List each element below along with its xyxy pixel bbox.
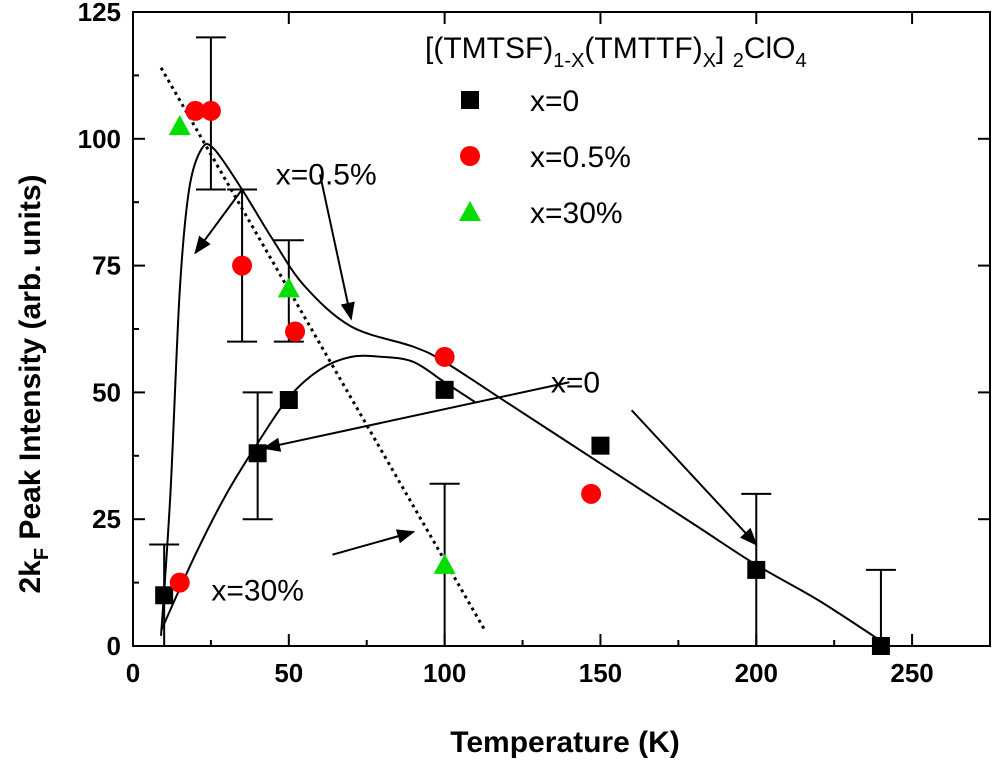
legend-label: x=30% (530, 197, 623, 230)
data-markers (155, 100, 890, 655)
data-point-circle (169, 572, 190, 593)
y-tick-label: 25 (92, 504, 121, 534)
data-point-square (279, 391, 298, 410)
y-tick-label: 0 (107, 631, 121, 661)
legend-title-part: X (703, 50, 716, 72)
fit-curve-2 (159, 67, 487, 632)
data-point-circle (185, 100, 206, 121)
x-tick-label: 200 (735, 658, 778, 688)
x-tick-label: 100 (423, 658, 466, 688)
data-point-square (591, 436, 610, 455)
data-point-square (871, 637, 890, 655)
axis-ticks: 0 50 100 150 200 250 0 25 50 75 100 125 (78, 0, 990, 688)
data-point-circle (200, 100, 221, 121)
annotation-arrow (332, 529, 416, 556)
y-axis-title: 2kF Peak Intensity (arb. units) (14, 174, 53, 593)
data-point-square (435, 380, 454, 399)
legend-title-part: [(TMTSF) (425, 32, 553, 65)
fit-curve-1 (160, 354, 477, 632)
data-point-circle (434, 346, 455, 367)
legend-title-part: 4 (796, 50, 807, 72)
data-point-square (747, 560, 766, 579)
y-tick-label: 100 (78, 124, 121, 154)
x-tick-label: 250 (890, 658, 933, 688)
data-point-triangle (168, 115, 191, 136)
x-axis-title: Temperature (K) (450, 726, 679, 759)
fit-curves (159, 67, 882, 642)
y-tick-label: 75 (92, 251, 121, 281)
annotation-label: x=0 (551, 366, 600, 399)
legend-label: x=0.5% (530, 141, 631, 174)
legend-label: x=0 (530, 85, 579, 118)
y-tick-label: 125 (78, 0, 121, 27)
data-point-circle (581, 483, 602, 504)
legend-marker-square (461, 91, 479, 109)
annotation-arrow (319, 174, 355, 321)
data-point-square (248, 444, 267, 463)
legend-marker-circle (460, 146, 480, 166)
data-point-triangle (433, 553, 456, 574)
annotation-arrow (262, 381, 570, 452)
data-point-circle (232, 255, 253, 276)
data-point-square (155, 586, 174, 605)
legend-title-part: ] (716, 32, 733, 65)
annotation-label: x=0.5% (276, 158, 377, 191)
annotation-label: x=30% (211, 574, 304, 607)
y-tick-label: 50 (92, 377, 121, 407)
annotations: x=0.5% x=0 x=30% (194, 158, 758, 607)
legend-title: [(TMTSF)1-X(TMTTF)X] 2ClO4 (425, 32, 807, 72)
legend-title-part: ClO (744, 32, 796, 65)
legend: [(TMTSF)1-X(TMTTF)X] 2ClO4 x=0 x=0.5% x=30% (425, 32, 807, 230)
fit-curve-0 (160, 142, 882, 642)
x-tick-label: 0 (126, 658, 140, 688)
data-point-triangle (277, 277, 300, 298)
legend-title-part: 1-X (553, 50, 584, 72)
x-tick-label: 50 (274, 658, 303, 688)
legend-title-part: 2 (733, 50, 744, 72)
error-bars (149, 36, 896, 646)
x-tick-label: 150 (579, 658, 622, 688)
annotation-arrow (630, 409, 758, 546)
legend-marker-triangle (459, 201, 481, 221)
annotation-arrow (194, 188, 243, 255)
data-point-circle (285, 321, 306, 342)
legend-title-part: (TMTTF) (584, 32, 702, 65)
